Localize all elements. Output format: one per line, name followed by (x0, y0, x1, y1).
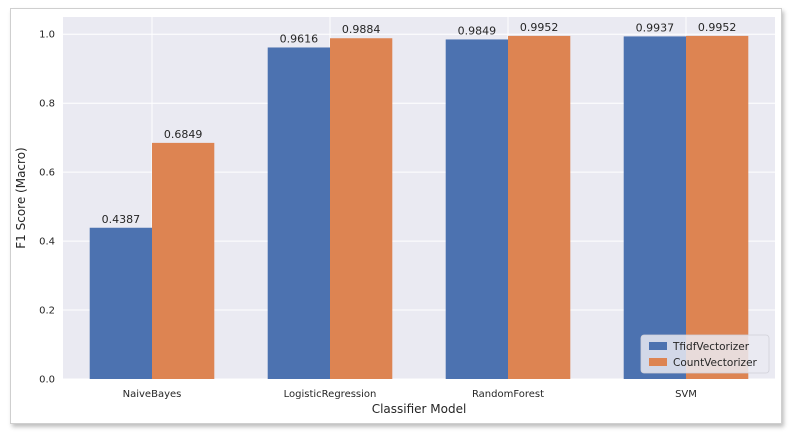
y-tick-label: 0.4 (39, 237, 55, 248)
legend-label: TfidfVectorizer (672, 341, 750, 353)
legend-label: CountVectorizer (673, 357, 758, 369)
bar-chart: 0.4387 0.9616 0.9849 0.9937 0.6849 0.9884 0.99… (14, 17, 775, 416)
bar-svm-countvectorizer (686, 35, 749, 380)
y-tick-label: 0.0 (39, 375, 55, 386)
bar-naivebayes-tfidfvectorizer (89, 227, 152, 379)
bar-value-label: 0.9952 (698, 21, 737, 34)
y-tick-label: 0.6 (39, 168, 55, 179)
bar-value-label: 0.9884 (342, 23, 381, 36)
legend-box (640, 334, 770, 374)
bars (89, 35, 749, 380)
legend-swatch (649, 358, 667, 366)
y-axis-ticks: 0.0 0.2 0.4 0.6 0.8 1.0 (39, 30, 55, 386)
y-tick-label: 0.2 (39, 306, 55, 317)
x-tick-label: LogisticRegression (284, 389, 377, 400)
bar-value-label: 0.9849 (458, 24, 497, 37)
y-axis-label: F1 Score (Macro) (14, 147, 28, 248)
bar-svm-tfidfvectorizer (623, 36, 686, 379)
x-tick-label: NaiveBayes (123, 389, 182, 400)
bar-logisticregression-tfidfvectorizer (267, 47, 330, 379)
bar-value-label: 0.9937 (636, 21, 675, 34)
bar-value-label: 0.9952 (520, 21, 559, 34)
y-tick-label: 1.0 (39, 30, 55, 41)
bar-logisticregression-countvectorizer (330, 38, 393, 379)
x-tick-label: SVM (675, 389, 697, 400)
bar-randomforest-tfidfvectorizer (445, 39, 508, 379)
chart-frame: 0.4387 0.9616 0.9849 0.9937 0.6849 0.9884 0.99… (10, 8, 782, 424)
x-axis-ticks: NaiveBayes LogisticRegression RandomForest… (123, 389, 697, 400)
x-tick-label: RandomForest (472, 389, 544, 400)
bar-value-label: 0.4387 (102, 213, 141, 226)
bar-randomforest-countvectorizer (508, 35, 571, 380)
x-axis-label: Classifier Model (372, 402, 467, 416)
data-labels: 0.4387 0.9616 0.9849 0.9937 0.6849 0.9884 0.99… (102, 21, 737, 226)
y-tick-label: 0.8 (39, 99, 55, 110)
bar-value-label: 0.6849 (164, 128, 203, 141)
bar-value-label: 0.9616 (280, 32, 319, 45)
bar-naivebayes-countvectorizer (152, 142, 215, 379)
legend: TfidfVectorizer CountVectorizer (640, 334, 770, 374)
legend-swatch (649, 342, 667, 350)
